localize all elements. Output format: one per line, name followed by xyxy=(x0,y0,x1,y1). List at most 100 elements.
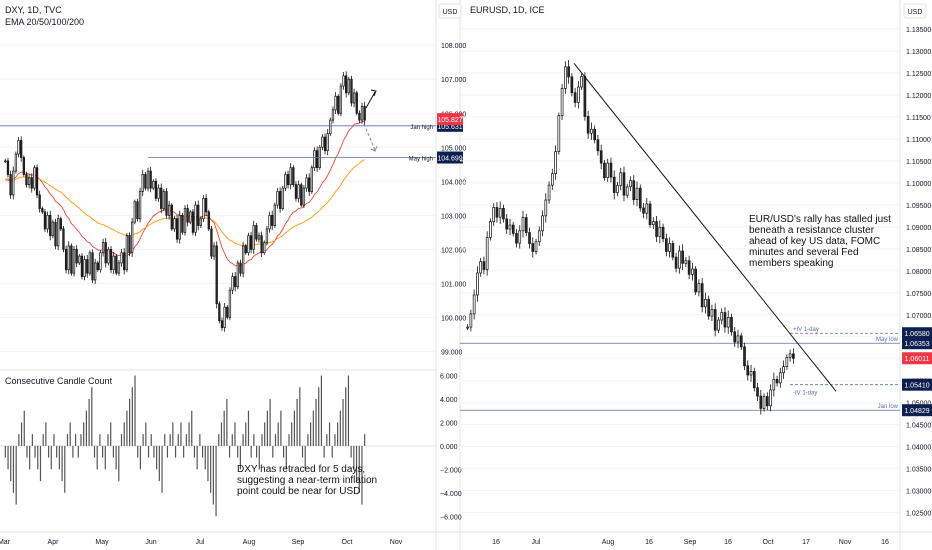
eur-annotation-line: members speaking xyxy=(749,258,833,269)
dxy-candle xyxy=(223,306,226,328)
count-axis[interactable]: 6.000 4.000 2.000 0.000 −2.000 −4.000 −6.000 xyxy=(440,374,462,522)
dxy-candle xyxy=(273,204,276,226)
eur-tick-label: 1.11500 xyxy=(906,115,931,122)
eur-candle xyxy=(492,207,496,222)
dxy-candle xyxy=(165,191,168,216)
eur-candle xyxy=(746,365,750,376)
eur-candle xyxy=(537,230,541,243)
dxy-candle xyxy=(210,228,213,257)
dxy-candle xyxy=(101,242,105,254)
consecutive-count-panel[interactable]: 6.000 4.000 2.000 0.000 −2.000 −4.000 −6.000 C… xyxy=(0,374,462,522)
eur-candle xyxy=(762,396,766,409)
dxy-candle xyxy=(154,180,158,199)
dxy-candle xyxy=(347,78,350,94)
dxy-candle xyxy=(51,221,55,237)
eurusd-time-axis[interactable]: 16 Jul Aug 16 Sep 16 Oct 17 Nov 16 xyxy=(492,539,889,546)
dxy-candle xyxy=(138,191,142,220)
eur-candle xyxy=(518,230,522,244)
eur-level-badge xyxy=(902,327,932,340)
dxy-candle xyxy=(4,160,7,163)
dxy-candle xyxy=(22,157,25,175)
dxy-candle xyxy=(199,218,202,226)
eurusd-levels: +IV 1-day May low -IV 1-day Jan low xyxy=(460,327,900,411)
dxy-tick-label: 104.000 xyxy=(441,179,466,186)
eur-tick-label: 1.11000 xyxy=(906,137,931,144)
dxy-time-label: Aug xyxy=(243,539,256,546)
eur-time-label: 17 xyxy=(802,539,810,546)
eur-level-badge xyxy=(902,378,932,391)
eur-candle xyxy=(508,224,512,230)
count-tick-label: −4.000 xyxy=(440,491,462,498)
eurusd-candles xyxy=(466,60,795,415)
eur-candle xyxy=(687,260,691,275)
eurusd-currency-badge[interactable] xyxy=(903,3,927,19)
dxy-candle xyxy=(178,214,181,240)
dxy-candle xyxy=(302,187,306,206)
up-arrow-head-icon xyxy=(370,89,377,97)
eur-candle xyxy=(788,353,792,358)
dxy-candle xyxy=(49,214,52,237)
dxy-last-price-badge xyxy=(437,113,463,126)
eur-candle xyxy=(684,260,688,264)
dxy-price-panel[interactable]: Jan high May high DXY, 1D, TVC EMA 20/50/… xyxy=(0,3,466,356)
dxy-tick-label: 108.000 xyxy=(441,43,466,50)
eur-candle xyxy=(749,371,753,376)
dxy-candle xyxy=(289,167,292,186)
dxy-candle xyxy=(64,248,68,271)
eur-tick-label: 1.08500 xyxy=(906,247,931,254)
dxy-candle xyxy=(57,218,60,247)
eur-tick-label: 1.03500 xyxy=(906,467,931,474)
dxy-candle xyxy=(35,167,39,196)
eurusd-price-axis[interactable]: 1.13500 1.13000 1.12500 1.12000 1.11500 1.110… xyxy=(902,27,932,518)
eur-candle xyxy=(580,76,583,88)
eur-candle xyxy=(733,331,737,343)
dxy-candle xyxy=(265,228,269,243)
count-annotation-line: DXY has retraced for 5 days, xyxy=(237,464,365,475)
eur-candle xyxy=(524,217,528,233)
dxy-candle xyxy=(133,201,136,223)
eur-candle xyxy=(554,151,557,174)
dxy-candle xyxy=(247,235,250,254)
eur-candle xyxy=(593,128,596,141)
eur-time-label: 16 xyxy=(881,539,889,546)
eurusd-trendline[interactable] xyxy=(573,62,837,392)
eurusd-price-panel[interactable]: +IV 1-day May low -IV 1-day Jan low EURUSD,… xyxy=(460,3,932,518)
dxy-price-axis[interactable]: 108.000107.000106.000105.000104.000103.0… xyxy=(437,43,466,356)
eur-candle xyxy=(769,389,772,407)
eur-candle xyxy=(479,261,482,274)
eur-candle xyxy=(472,294,476,315)
eur-candle xyxy=(577,86,580,103)
dxy-candle xyxy=(194,204,197,233)
dxy-candle xyxy=(308,177,311,192)
dxy-candle xyxy=(268,214,271,230)
eur-candle xyxy=(564,66,567,89)
dxy-candle xyxy=(46,214,49,230)
eur-tick-label: 1.07000 xyxy=(906,313,931,320)
eur-candle xyxy=(534,241,538,252)
dxy-candle xyxy=(162,191,166,209)
eur-candle xyxy=(658,226,662,237)
eur-candle xyxy=(661,226,665,240)
eur-candle xyxy=(691,268,694,275)
dxy-level-badge xyxy=(437,151,463,164)
eur-candle xyxy=(531,243,535,252)
dxy-candle xyxy=(226,306,229,318)
dxy-candle xyxy=(41,208,44,213)
dxy-time-axis[interactable]: Mar Apr May Jun Jul Aug Sep Oct Nov xyxy=(0,539,403,546)
dxy-candle xyxy=(363,106,366,121)
eur-candle xyxy=(469,313,473,328)
dxy-currency-badge[interactable] xyxy=(438,3,462,19)
dxy-candle xyxy=(25,174,28,186)
eur-candle xyxy=(785,357,789,367)
eur-level-badge-label: 1.05410 xyxy=(904,383,929,390)
dxy-candle xyxy=(175,218,179,240)
dxy-levels: Jan high May high xyxy=(0,125,436,163)
eur-tick-label: 1.12500 xyxy=(906,71,931,78)
eur-candle xyxy=(466,326,469,329)
dxy-candle xyxy=(186,208,189,223)
dxy-tick-label: 102.000 xyxy=(441,247,466,254)
eur-tick-label: 1.07500 xyxy=(906,291,931,298)
eur-candle xyxy=(482,261,486,270)
